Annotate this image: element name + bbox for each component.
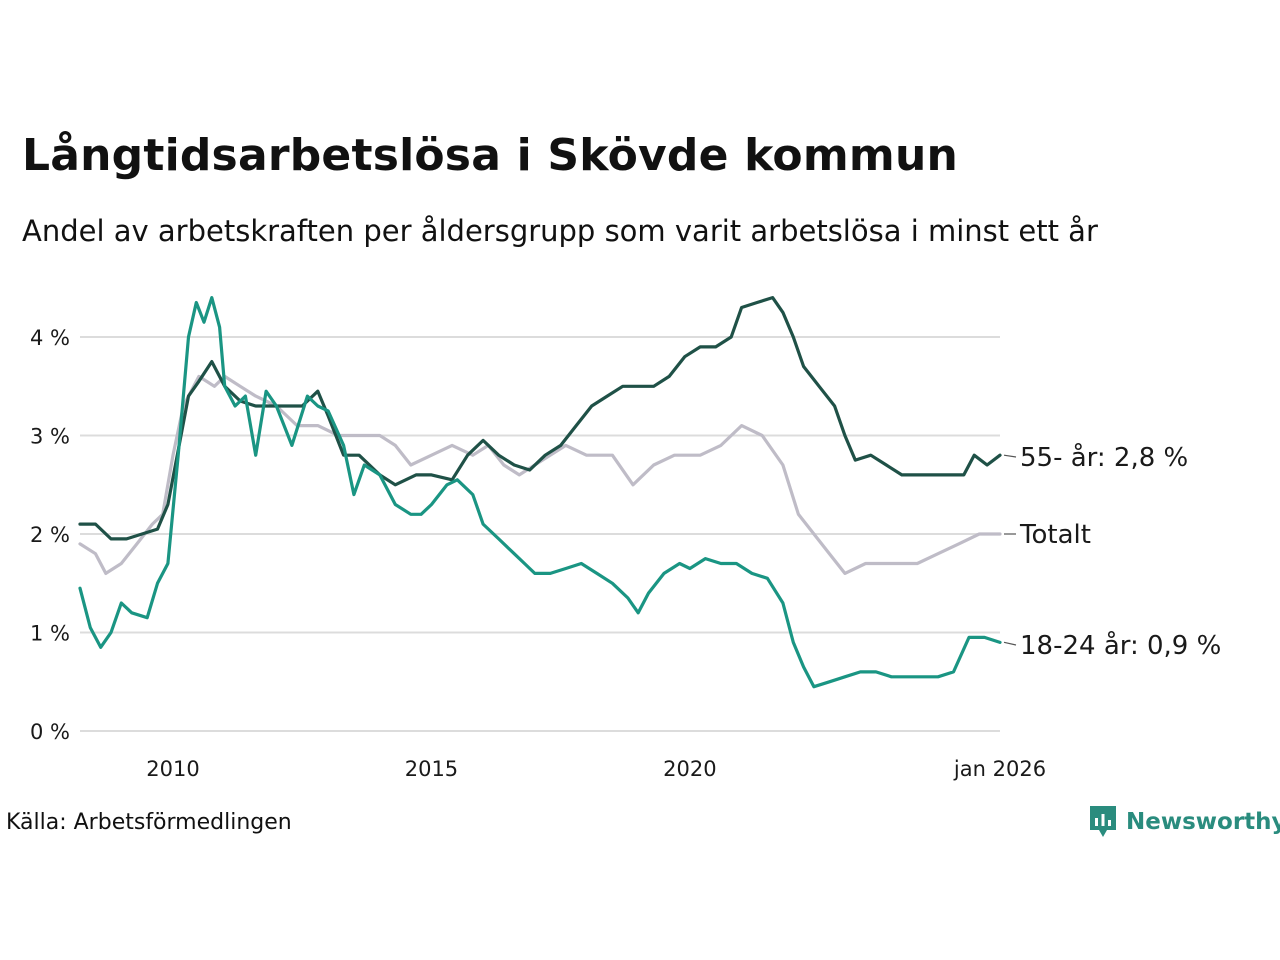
chart-subtitle: Andel av arbetskraften per åldersgrupp s… — [22, 214, 1098, 248]
x-axis-ticks: 2010 2015 2020 jan 2026 — [146, 757, 1046, 781]
series-label-age55: 55- år: 2,8 % — [1020, 442, 1188, 473]
y-tick-label: 4 % — [30, 326, 70, 350]
series-line-age18_24 — [78, 296, 1002, 689]
brand-name: Newsworthy — [1126, 809, 1280, 835]
series-label-total: Totalt — [1019, 520, 1091, 550]
series-label-age18_24: 18-24 år: 0,9 % — [1020, 630, 1221, 661]
gridlines — [80, 336, 1000, 732]
y-axis-ticks: 0 % 1 % 2 % 3 % 4 % — [30, 326, 70, 744]
y-tick-label: 0 % — [30, 720, 70, 744]
x-tick-label: 2015 — [405, 757, 458, 781]
line-chart: 0 % 1 % 2 % 3 % 4 % 2010 2015 2020 jan 2026 Tot… — [30, 296, 1221, 781]
series-line-age55 — [78, 296, 1002, 541]
series-line-total — [78, 374, 1002, 576]
x-tick-label: jan 2026 — [953, 757, 1046, 781]
x-tick-label: 2010 — [146, 757, 199, 781]
source-note: Källa: Arbetsförmedlingen — [6, 810, 292, 835]
y-tick-label: 2 % — [30, 523, 70, 547]
brand-logo[interactable]: Newsworthy — [1088, 804, 1280, 840]
chart-title: Långtidsarbetslösa i Skövde kommun — [22, 130, 958, 181]
x-tick-label: 2020 — [663, 757, 716, 781]
series-labels: Totalt 55- år: 2,8 % 18-24 år: 0,9 % — [1003, 442, 1221, 661]
newsworthy-logo-icon — [1090, 806, 1116, 837]
y-tick-label: 1 % — [30, 622, 70, 646]
y-tick-label: 3 % — [30, 425, 70, 449]
series-label-leader — [1003, 454, 1017, 458]
series-lines — [78, 296, 1002, 689]
series-label-leader — [1003, 641, 1017, 646]
